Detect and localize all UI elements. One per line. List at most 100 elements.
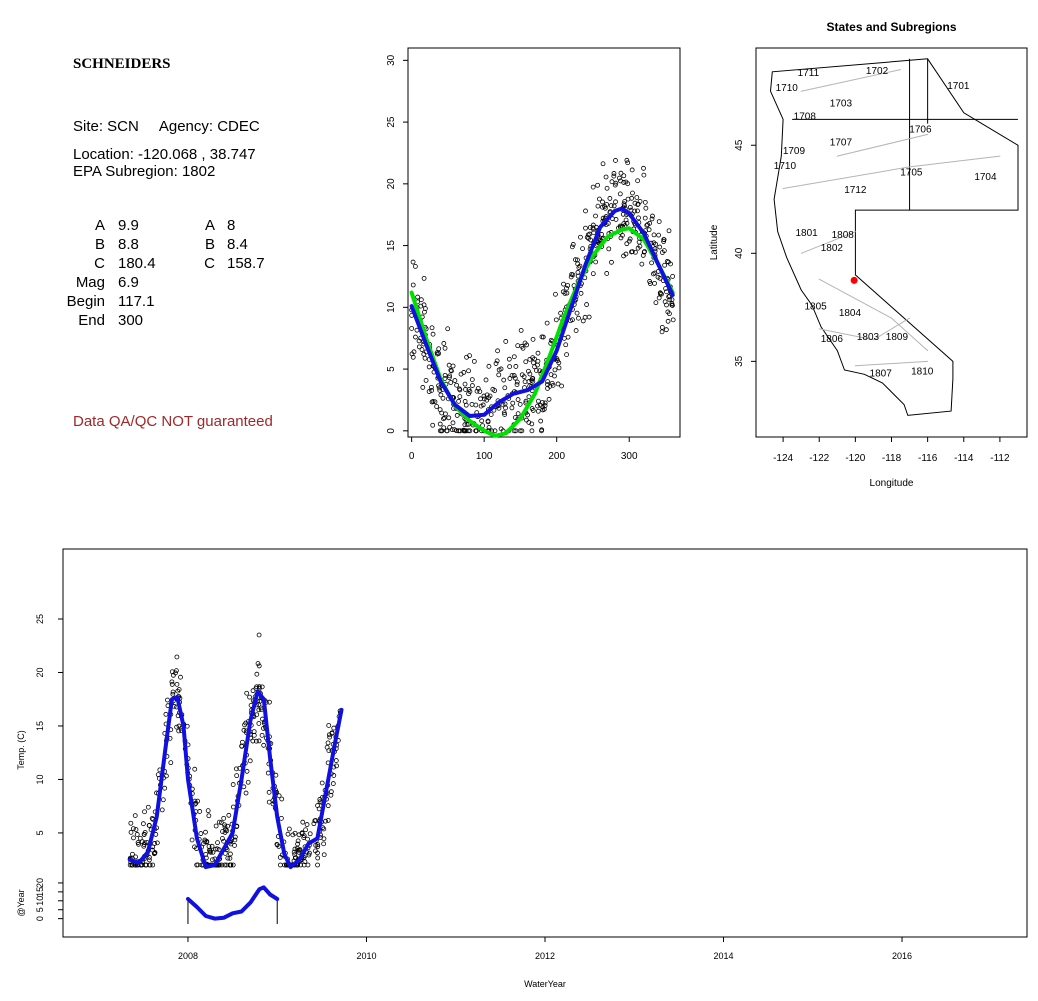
data-point <box>590 222 596 228</box>
data-point <box>421 275 427 281</box>
data-point <box>473 402 479 408</box>
data-point <box>452 427 457 432</box>
data-point <box>467 389 473 394</box>
data-point <box>251 729 257 735</box>
data-point <box>469 377 475 383</box>
data-point <box>466 368 471 374</box>
state-outline <box>769 58 1019 416</box>
data-point <box>530 336 536 342</box>
year-y-tick-label: 20 <box>35 878 45 888</box>
data-point <box>534 368 539 373</box>
data-point <box>535 398 541 404</box>
y-tick-label: 30 <box>386 54 397 66</box>
data-point <box>665 318 671 324</box>
data-point <box>502 401 508 407</box>
data-point <box>593 259 599 265</box>
data-point <box>192 844 197 850</box>
subregion-line: EPA Subregion: 1802 <box>73 163 216 180</box>
data-point <box>532 364 537 370</box>
y-tick-label: 25 <box>386 116 397 128</box>
data-point <box>657 290 663 296</box>
data-point <box>535 408 541 414</box>
data-point <box>429 388 434 393</box>
data-point <box>496 372 502 378</box>
data-point <box>539 427 545 433</box>
data-point <box>606 246 612 252</box>
data-point <box>286 826 292 832</box>
y-tick-label: 10 <box>35 774 45 784</box>
data-point <box>517 428 523 434</box>
data-point <box>446 415 452 421</box>
data-point <box>325 817 331 823</box>
data-point <box>657 244 663 250</box>
data-point <box>529 421 535 427</box>
param-value: 9.9 <box>118 217 139 234</box>
data-point <box>292 852 298 858</box>
data-point <box>525 412 530 418</box>
region-label: 1712 <box>844 185 867 196</box>
data-point <box>613 158 618 163</box>
qa-disclaimer: Data QA/QC NOT guaranteed <box>73 413 273 430</box>
data-point <box>625 196 631 202</box>
data-point <box>645 222 651 228</box>
data-point <box>462 399 468 404</box>
data-point <box>656 232 662 238</box>
data-point <box>409 326 415 331</box>
data-point <box>537 368 543 374</box>
data-point <box>629 249 635 255</box>
data-point <box>621 201 627 207</box>
data-point <box>206 813 212 819</box>
data-point <box>511 428 517 434</box>
data-point <box>512 415 518 420</box>
data-point <box>565 283 571 288</box>
data-point <box>666 294 672 300</box>
data-point <box>569 271 575 277</box>
region-label: 1705 <box>900 168 923 179</box>
data-point <box>256 738 262 744</box>
data-point <box>232 837 238 843</box>
data-point <box>444 428 450 434</box>
data-point <box>670 317 676 323</box>
data-point <box>629 167 635 173</box>
x-tick-label: 300 <box>621 451 638 462</box>
subregion-boundary <box>818 278 929 352</box>
data-point <box>413 334 418 340</box>
data-point <box>642 199 648 205</box>
region-label: 1706 <box>909 124 932 135</box>
data-point <box>487 393 493 399</box>
x-tick-label: 0 <box>409 451 415 462</box>
data-point <box>163 773 169 779</box>
param-key: A <box>94 217 105 234</box>
data-point <box>267 699 272 705</box>
data-point <box>174 681 180 687</box>
region-label: 1704 <box>974 172 997 183</box>
region-label: 1805 <box>804 301 827 312</box>
data-point <box>137 835 143 841</box>
data-point <box>254 671 260 677</box>
data-point <box>661 237 667 243</box>
data-point <box>526 368 531 374</box>
data-point <box>623 217 629 223</box>
site-name: SCHNEIDERS <box>73 56 171 72</box>
data-point <box>523 359 529 365</box>
data-point <box>659 250 665 255</box>
data-point <box>203 829 208 835</box>
region-label: 1702 <box>866 66 889 77</box>
data-point <box>232 834 238 840</box>
data-point <box>457 394 463 400</box>
data-point <box>209 843 215 849</box>
data-point <box>605 221 611 226</box>
year-y-tick-label: 10 <box>35 896 45 906</box>
data-point <box>502 385 508 391</box>
data-point <box>664 259 670 264</box>
data-point <box>490 386 496 392</box>
map-x-label: Longitude <box>870 478 914 489</box>
data-point <box>234 773 240 779</box>
data-point <box>291 849 297 855</box>
year-y-tick-label: 5 <box>35 907 45 912</box>
data-point <box>669 301 675 306</box>
data-point <box>609 259 614 265</box>
data-point <box>442 372 448 378</box>
data-point <box>228 862 234 868</box>
data-point <box>590 271 596 277</box>
